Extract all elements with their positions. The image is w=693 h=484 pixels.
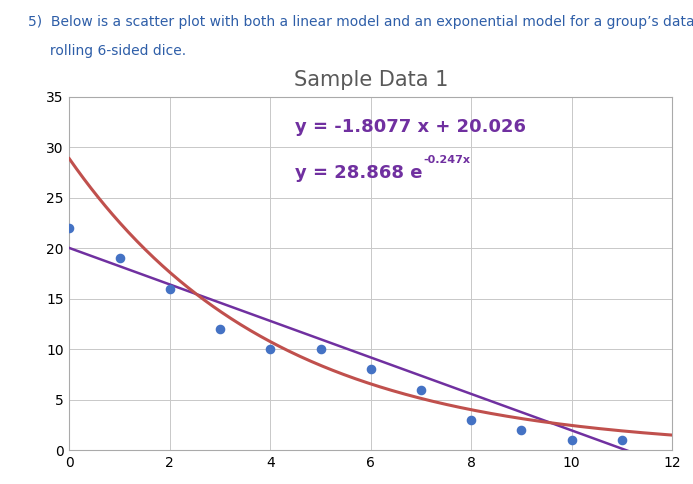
Point [416, 386, 427, 393]
Point [64, 224, 75, 232]
Point [516, 426, 527, 434]
Title: Sample Data 1: Sample Data 1 [294, 70, 448, 90]
Text: y = -1.8077 x + 20.026: y = -1.8077 x + 20.026 [295, 118, 527, 136]
Point [114, 255, 125, 262]
Text: rolling 6-sided dice.: rolling 6-sided dice. [28, 44, 186, 58]
Point [566, 436, 577, 444]
Point [215, 325, 226, 333]
Point [617, 436, 628, 444]
Text: y = 28.868 e: y = 28.868 e [295, 164, 423, 182]
Text: 5)  Below is a scatter plot with both a linear model and an exponential model fo: 5) Below is a scatter plot with both a l… [28, 15, 693, 29]
Point [365, 365, 376, 373]
Point [265, 345, 276, 353]
Point [315, 345, 326, 353]
Point [466, 416, 477, 424]
Point [164, 285, 175, 292]
Text: -0.247x: -0.247x [423, 155, 470, 166]
